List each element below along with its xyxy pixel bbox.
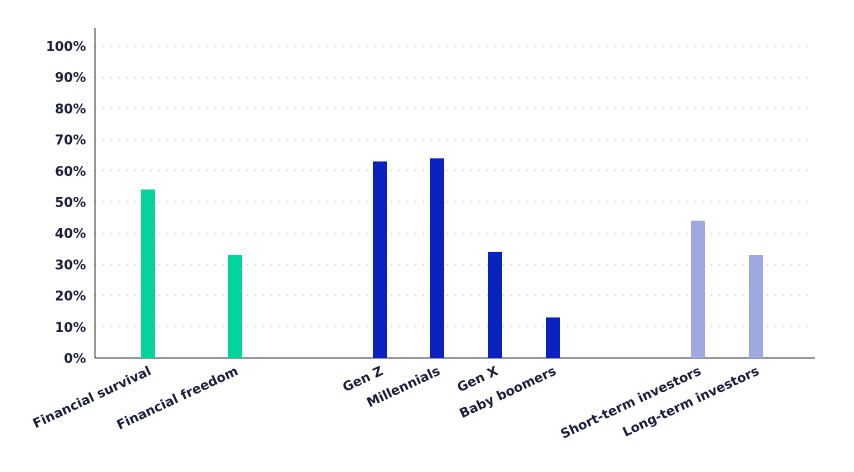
bar xyxy=(228,255,242,358)
bar xyxy=(546,317,560,358)
bar xyxy=(141,189,155,358)
y-tick-label: 90% xyxy=(55,71,86,86)
y-tick-label: 30% xyxy=(55,258,86,273)
y-tick-label: 0% xyxy=(64,352,86,367)
y-tick-label: 60% xyxy=(55,165,86,180)
y-tick-label: 40% xyxy=(55,227,86,242)
y-tick-labels: 0% 10% 20% 30% 40% 50% 60% 70% 80% 90% 100% xyxy=(46,40,86,367)
y-tick-label: 70% xyxy=(55,134,86,149)
bar xyxy=(430,158,444,358)
category-label: Baby boomers xyxy=(457,364,558,422)
bar xyxy=(488,251,502,358)
y-tick-label: 10% xyxy=(55,321,86,336)
y-tick-label: 20% xyxy=(55,290,86,305)
gridlines xyxy=(95,45,815,328)
bar xyxy=(691,220,705,358)
bar xyxy=(749,255,763,358)
bars xyxy=(141,158,763,358)
bar xyxy=(373,161,387,358)
y-tick-label: 80% xyxy=(55,102,86,117)
y-tick-label: 100% xyxy=(46,40,86,55)
y-tick-label: 50% xyxy=(55,196,86,211)
